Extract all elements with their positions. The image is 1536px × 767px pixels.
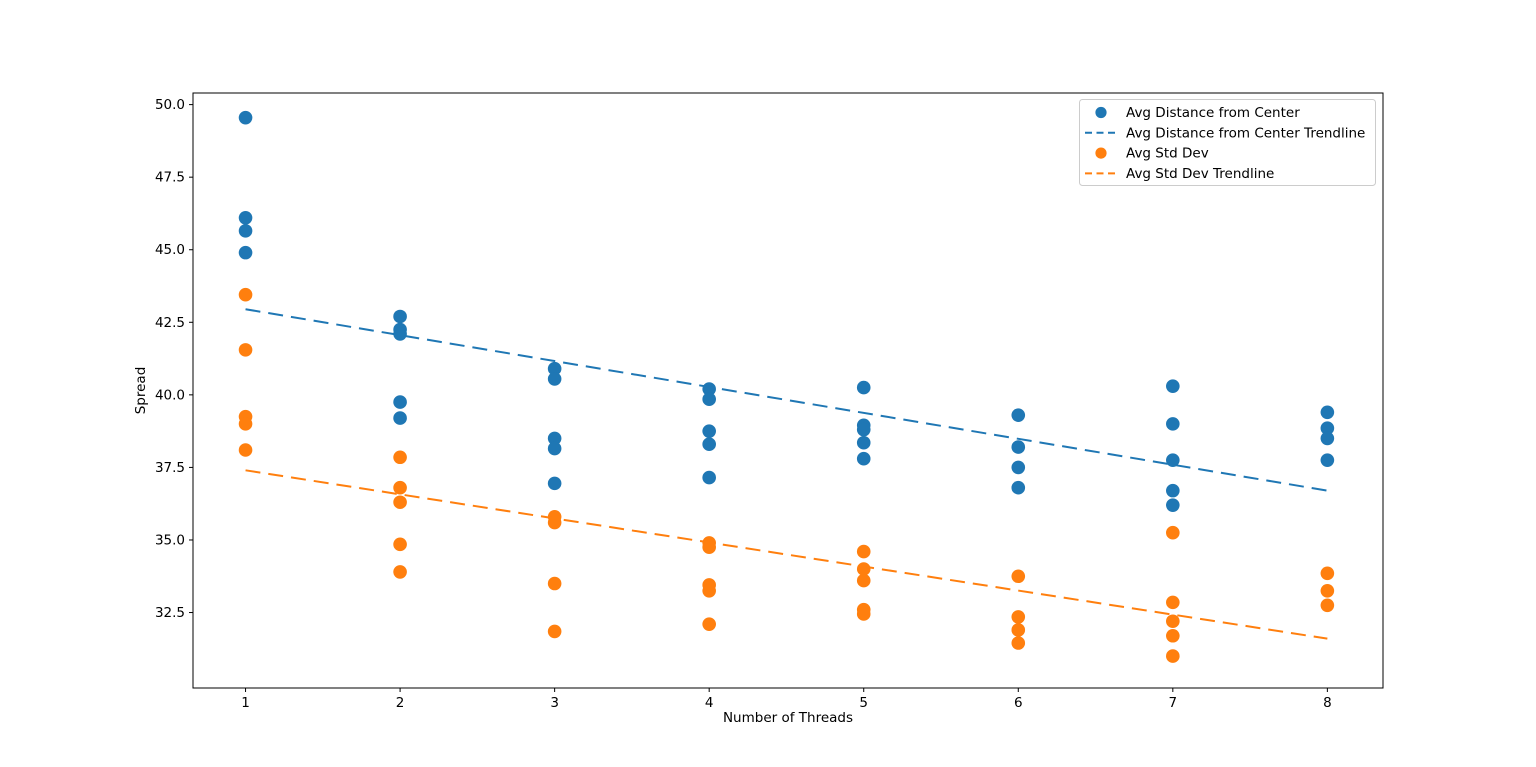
point-avg-distance-from-center bbox=[1320, 405, 1335, 420]
point-avg-distance-from-center bbox=[856, 435, 871, 450]
point-avg-std-dev bbox=[856, 544, 871, 559]
legend-label-avg-distance-from-center: Avg Distance from Center bbox=[1126, 105, 1300, 121]
point-avg-distance-from-center bbox=[238, 224, 253, 238]
point-avg-std-dev bbox=[1166, 525, 1180, 540]
point-avg-distance-from-center bbox=[1320, 421, 1335, 436]
x-tick-label: 1 bbox=[241, 695, 250, 711]
legend-marker-avg-distance-from-center bbox=[1095, 106, 1107, 119]
point-avg-std-dev bbox=[547, 624, 562, 639]
point-avg-std-dev bbox=[1166, 595, 1180, 610]
point-avg-distance-from-center bbox=[393, 309, 407, 324]
point-avg-std-dev bbox=[1011, 636, 1026, 650]
point-avg-std-dev bbox=[702, 617, 716, 631]
y-axis-label: Spread bbox=[133, 367, 149, 415]
y-tick-label: 47.5 bbox=[155, 170, 185, 186]
point-avg-std-dev bbox=[393, 537, 407, 552]
plot-border bbox=[192, 92, 1384, 689]
x-tick-label: 8 bbox=[1323, 695, 1332, 711]
point-avg-distance-from-center bbox=[1320, 453, 1335, 467]
y-tick-label: 35.0 bbox=[155, 532, 185, 548]
point-avg-distance-from-center bbox=[1166, 417, 1180, 431]
point-avg-distance-from-center bbox=[547, 476, 562, 491]
point-avg-std-dev bbox=[1011, 610, 1026, 624]
point-avg-distance-from-center bbox=[1011, 440, 1026, 454]
point-avg-std-dev bbox=[393, 495, 407, 510]
point-avg-distance-from-center bbox=[547, 361, 562, 376]
point-avg-distance-from-center bbox=[238, 245, 253, 260]
point-avg-std-dev bbox=[547, 576, 562, 591]
point-avg-distance-from-center bbox=[702, 437, 716, 451]
point-avg-distance-from-center bbox=[238, 211, 253, 225]
point-avg-distance-from-center bbox=[702, 470, 716, 485]
point-avg-distance-from-center bbox=[393, 395, 407, 409]
legend-label-avg-std-dev-trendline: Avg Std Dev Trendline bbox=[1126, 166, 1274, 182]
point-avg-std-dev bbox=[1320, 566, 1335, 581]
point-avg-distance-from-center bbox=[702, 392, 716, 407]
point-avg-std-dev bbox=[1011, 623, 1026, 637]
point-avg-distance-from-center bbox=[393, 411, 407, 425]
point-avg-std-dev bbox=[547, 515, 562, 530]
point-avg-std-dev bbox=[393, 480, 407, 495]
point-avg-std-dev bbox=[1166, 649, 1180, 663]
point-avg-std-dev bbox=[856, 573, 871, 588]
legend-label-avg-std-dev: Avg Std Dev bbox=[1126, 146, 1209, 162]
point-avg-std-dev bbox=[238, 417, 253, 431]
point-avg-distance-from-center bbox=[393, 327, 407, 341]
legend-label-avg-distance-from-center-trendline: Avg Distance from Center Trendline bbox=[1126, 125, 1365, 141]
y-tick-label: 37.5 bbox=[155, 460, 185, 476]
point-avg-distance-from-center bbox=[702, 424, 716, 438]
point-avg-std-dev bbox=[393, 565, 407, 579]
point-avg-std-dev bbox=[238, 287, 253, 302]
x-tick-label: 5 bbox=[859, 695, 868, 711]
point-avg-std-dev bbox=[702, 583, 716, 598]
point-avg-std-dev bbox=[393, 450, 407, 465]
point-avg-std-dev bbox=[1320, 583, 1335, 598]
x-tick-label: 2 bbox=[396, 695, 405, 711]
point-avg-distance-from-center bbox=[856, 422, 871, 437]
point-avg-distance-from-center bbox=[238, 110, 253, 125]
legend-box bbox=[1079, 99, 1376, 186]
x-tick-label: 7 bbox=[1169, 695, 1178, 711]
point-avg-distance-from-center bbox=[1011, 460, 1026, 475]
x-tick-label: 4 bbox=[705, 695, 714, 711]
point-avg-distance-from-center bbox=[1011, 408, 1026, 422]
x-tick-label: 6 bbox=[1014, 695, 1023, 711]
y-tick-label: 50.0 bbox=[155, 97, 185, 113]
point-avg-distance-from-center bbox=[547, 441, 562, 456]
avg-distance-from-center-trendline bbox=[245, 308, 1328, 492]
point-avg-std-dev bbox=[1011, 569, 1026, 584]
point-avg-std-dev bbox=[238, 443, 253, 457]
point-avg-std-dev bbox=[1166, 614, 1180, 629]
y-tick-label: 40.0 bbox=[155, 387, 185, 403]
point-avg-std-dev bbox=[1166, 628, 1180, 643]
point-avg-std-dev bbox=[856, 562, 871, 576]
point-avg-distance-from-center bbox=[547, 372, 562, 386]
point-avg-distance-from-center bbox=[1166, 453, 1180, 467]
point-avg-std-dev bbox=[238, 343, 253, 357]
point-avg-distance-from-center bbox=[1166, 498, 1180, 512]
x-tick-label: 3 bbox=[550, 695, 559, 711]
point-avg-distance-from-center bbox=[1011, 480, 1026, 495]
point-avg-distance-from-center bbox=[1166, 483, 1180, 498]
point-avg-std-dev bbox=[856, 607, 871, 621]
y-tick-label: 42.5 bbox=[155, 315, 185, 331]
point-avg-distance-from-center bbox=[1320, 431, 1335, 446]
x-axis-label: Number of Threads bbox=[723, 710, 853, 726]
avg-std-dev-trendline bbox=[245, 469, 1328, 640]
point-avg-distance-from-center bbox=[856, 451, 871, 466]
legend-marker-avg-std-dev bbox=[1095, 147, 1107, 159]
point-avg-distance-from-center bbox=[856, 380, 871, 395]
y-tick-label: 32.5 bbox=[155, 605, 185, 621]
point-avg-std-dev bbox=[1320, 598, 1335, 613]
point-avg-distance-from-center bbox=[1166, 379, 1180, 393]
point-avg-distance-from-center bbox=[547, 431, 562, 446]
y-tick-label: 45.0 bbox=[155, 242, 185, 258]
